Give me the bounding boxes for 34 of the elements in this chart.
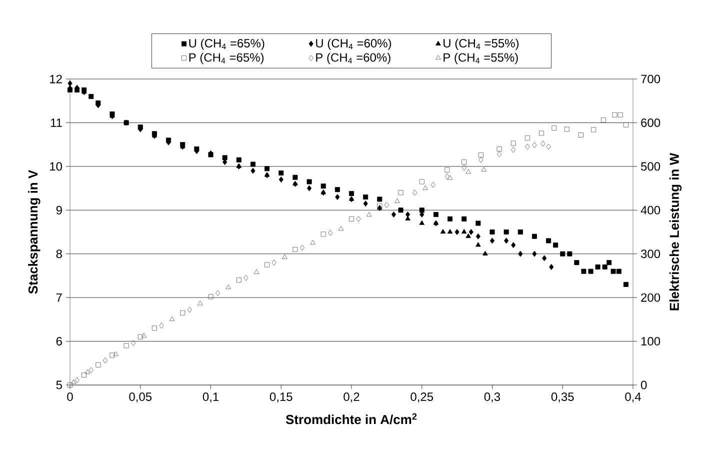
x-tick-label: 0,2 (344, 392, 360, 402)
y-tick-label: 7 (56, 293, 62, 302)
y-tick-label: 8 (56, 250, 62, 258)
y-tick-label: 10 (50, 162, 62, 171)
x-tick-label: 0,3 (484, 392, 500, 402)
legend-label: P (CH$_{4}$ =55%) (444, 52, 518, 64)
legend-label: U (CH$_{4}$ =55%) (444, 38, 519, 50)
y2-tick-label: 300 (640, 250, 660, 258)
y-tick-label: 9 (56, 206, 62, 214)
y-tick-label: 5 (56, 380, 62, 390)
y2-tick-label: 0 (640, 380, 647, 390)
y-tick-label: 12 (50, 74, 62, 84)
y-axis-title: Stackspannung in V (28, 170, 40, 294)
x-axis-title: Stromdichte in A/cm$^{2}$ (286, 413, 417, 424)
x-tick-label: 0,1 (202, 392, 219, 402)
y2-tick-label: 200 (641, 293, 660, 302)
x-tick-label: 0,4 (625, 392, 641, 402)
legend-label: U (CH$_{4}$ =65%) (189, 38, 264, 50)
x-tick-label: 0,15 (270, 392, 292, 402)
x-tick-label: 0,05 (129, 392, 152, 402)
x-tick-label: 0,35 (551, 392, 574, 402)
y2-tick-label: 100 (641, 337, 660, 346)
y2-tick-label: 500 (641, 162, 660, 171)
legend-label: U (CH$_{4}$ =60%) (316, 38, 392, 50)
y2-tick-label: 600 (641, 118, 660, 127)
y2-axis-title: Elektrische Leistung in W (669, 152, 682, 310)
legend-label: P (CH$_{4}$ =60%) (316, 52, 390, 64)
x-tick-label: 0,25 (410, 392, 434, 402)
legend-label: P (CH$_{4}$ =65%) (189, 52, 264, 64)
y2-tick-label: 400 (640, 206, 660, 214)
y-tick-label: 11 (50, 118, 62, 127)
y-tick-label: 6 (56, 337, 62, 346)
x-tick-label: 0 (67, 392, 73, 402)
y2-tick-label: 700 (641, 74, 660, 84)
